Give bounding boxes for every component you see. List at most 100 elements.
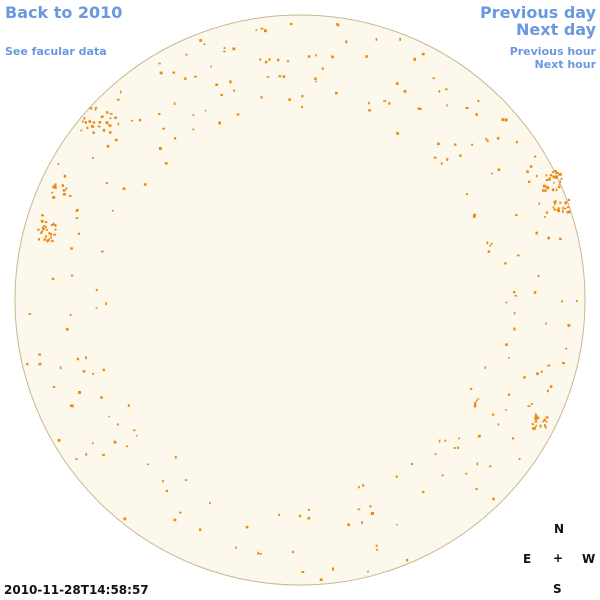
spot-mark [50,223,54,226]
previous-hour-link[interactable]: Previous hour [509,45,596,58]
spot-mark [567,210,571,214]
facular-data-link[interactable]: See facular data [5,45,107,58]
spot-mark [554,200,557,204]
spot-mark [367,570,369,573]
spot-mark [527,405,531,407]
spot-mark [260,27,264,30]
spot-mark [37,238,40,241]
spot-mark [358,486,360,489]
spot-mark [53,233,56,236]
spot-mark [567,324,571,327]
spot-mark [491,413,495,416]
spot-mark [174,137,177,140]
spot-mark [477,434,481,438]
spot-mark [68,195,72,197]
spot-mark [458,437,460,440]
spot-mark [421,491,425,494]
spot-mark [301,571,305,573]
spot-mark [504,262,507,265]
spot-mark [223,50,226,53]
spot-mark [41,214,44,217]
spot-mark [260,95,263,99]
spot-mark [434,453,437,455]
spot-mark [406,558,409,562]
spot-mark [278,513,280,516]
spot-mark [507,393,511,396]
spot-mark [61,184,64,187]
spot-mark [108,131,112,134]
spot-mark [86,126,89,129]
spot-mark [54,183,57,186]
spot-mark [469,388,473,390]
spot-mark [113,440,117,444]
spot-mark [158,147,162,150]
spot-mark [488,465,492,468]
spot-mark [485,138,488,141]
spot-mark [438,90,441,93]
previous-day-link[interactable]: Previous day [479,3,596,22]
spot-mark [54,186,57,189]
spot-mark [84,121,87,124]
spot-mark [105,111,109,114]
spot-mark [531,427,534,429]
spot-mark [45,221,48,224]
spot-mark [560,300,563,303]
spot-mark [562,210,564,213]
spot-mark [52,196,56,199]
spot-mark [535,413,537,416]
spot-mark [546,389,549,393]
spot-mark [220,93,223,96]
spot-mark [65,328,69,331]
spot-mark [48,232,51,235]
spot-mark [62,189,65,192]
spot-mark [106,144,110,148]
spot-mark [549,385,553,388]
spot-mark [562,206,564,210]
spot-mark [395,475,398,478]
spot-mark [388,102,391,105]
spot-mark [551,171,554,174]
spot-mark [292,550,294,554]
spot-mark [192,128,195,131]
spot-mark [108,415,110,418]
spot-mark [82,370,86,373]
spot-mark [63,189,66,192]
spot-mark [417,107,420,110]
spot-mark [147,463,150,466]
spot-mark [70,247,73,250]
spot-mark [245,525,249,529]
spot-mark [396,132,400,135]
spot-mark [54,224,57,227]
back-to-year-link[interactable]: Back to 2010 [5,3,123,22]
spot-mark [105,182,108,185]
spot-mark [143,183,147,186]
next-day-link[interactable]: Next day [516,20,596,39]
spot-mark [553,203,556,206]
spot-mark [42,227,45,230]
spot-mark [490,172,493,175]
spot-mark [544,189,547,192]
spot-mark [259,553,262,555]
spot-mark [486,139,489,142]
spot-mark [125,445,128,448]
spot-mark [475,488,478,490]
spot-mark [232,47,236,51]
spot-mark [172,71,176,74]
next-hour-link[interactable]: Next hour [534,58,597,71]
spot-mark [298,514,302,518]
spot-mark [116,98,120,101]
spot-mark [516,254,520,257]
spot-mark [51,191,54,194]
spot-mark [40,231,43,235]
spot-mark [535,231,538,235]
spot-mark [307,516,311,520]
spot-mark [559,201,562,204]
spot-mark [307,55,311,58]
spot-mark [566,211,569,214]
spot-mark [545,174,548,177]
spot-mark [199,528,202,531]
spot-mark [159,71,163,75]
spot-mark [105,121,109,125]
spot-mark [223,47,226,49]
spot-mark [65,187,68,190]
